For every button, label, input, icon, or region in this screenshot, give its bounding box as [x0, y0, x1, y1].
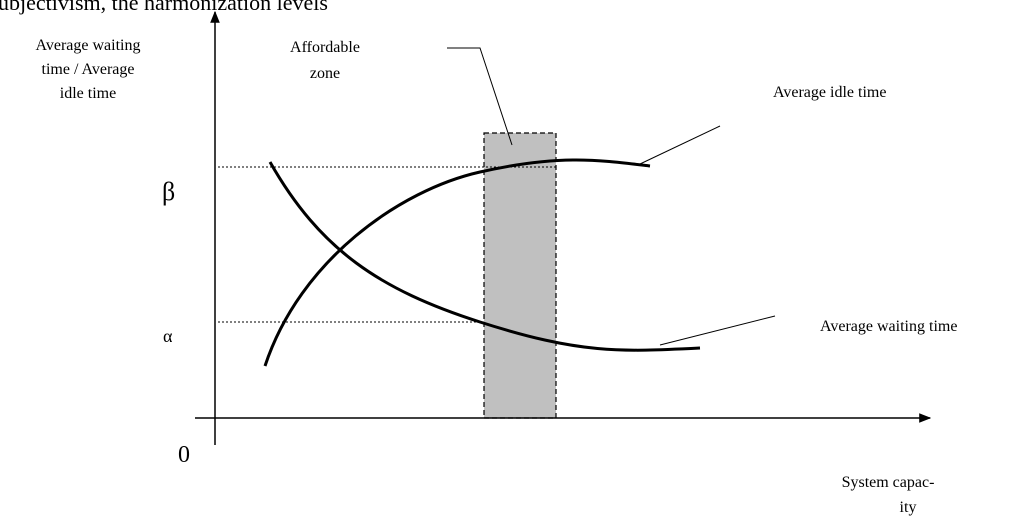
origin-label: 0: [178, 442, 190, 468]
x-axis-label: System capac-: [842, 474, 935, 491]
waiting-leader: [659, 315, 776, 346]
beta-label: β: [162, 177, 175, 206]
waiting-label: Average waiting time: [820, 318, 957, 335]
x-axis-label: ity: [900, 499, 917, 516]
y-axis-label: Average waiting: [36, 37, 141, 54]
idle-leader: [639, 125, 721, 165]
zone-leader: [447, 47, 513, 146]
header-fragment: ubjectivism, the harmonization levels: [0, 0, 328, 15]
zone-label: Affordable: [290, 39, 360, 56]
idle-curve: [263, 158, 651, 367]
y-axis-label: idle time: [60, 85, 116, 102]
y-axis-label: time / Average: [42, 61, 135, 78]
zone-label: zone: [310, 65, 340, 82]
affordable-zone: [483, 132, 557, 419]
idle-label: Average idle time: [773, 84, 886, 101]
alpha-label: α: [163, 326, 173, 346]
waiting-curve: [268, 161, 701, 352]
